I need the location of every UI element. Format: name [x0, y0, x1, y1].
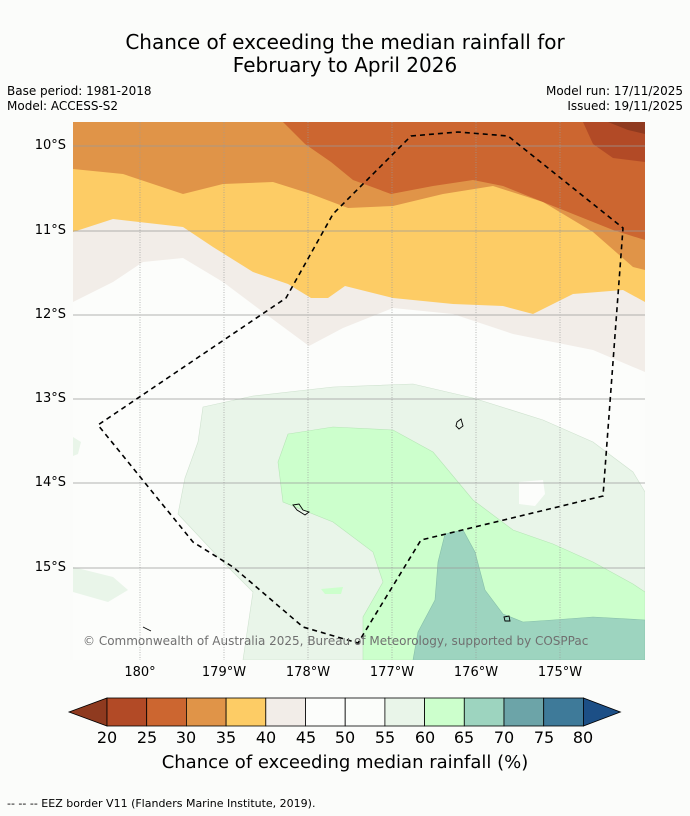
island: [455, 418, 464, 430]
lat-label: 14°S: [34, 475, 66, 490]
lon-label: 176°W: [453, 665, 499, 680]
colorbar-tick: 70: [493, 728, 515, 747]
meta-left: Base period: 1981-2018 Model: ACCESS-S2: [7, 84, 152, 114]
graticule: [73, 122, 645, 660]
lon-label: 177°W: [369, 665, 415, 680]
colorbar-tick: 65: [453, 728, 475, 747]
colorbar-swatch: [225, 697, 267, 727]
colorbar-swatch: [543, 697, 584, 727]
colorbar-swatch: [463, 697, 505, 727]
colorbar-tick: 60: [414, 728, 436, 747]
rainfall-map: © Commonwealth of Australia 2025, Bureau…: [73, 122, 645, 660]
title-line-2: February to April 2026: [232, 53, 458, 77]
band-55-60-patch: [73, 437, 81, 456]
copyright-text: © Commonwealth of Australia 2025, Bureau…: [83, 634, 588, 648]
colorbar-swatch: [265, 697, 306, 727]
colorbar-tick: 80: [572, 728, 594, 747]
band-45-50: [73, 337, 81, 362]
lat-label: 15°S: [34, 560, 66, 575]
colorbar-swatch: [305, 697, 346, 727]
colorbar-tick: 25: [136, 728, 158, 747]
colorbar-tick: 20: [96, 728, 118, 747]
lat-label: 11°S: [34, 223, 66, 238]
band-65-70: [412, 529, 645, 660]
colorbar-swatch: [503, 697, 545, 727]
colorbar-tick: 35: [215, 728, 237, 747]
island: [142, 626, 152, 632]
model-run: Model run: 17/11/2025: [545, 84, 683, 98]
lon-label: 175°W: [537, 665, 583, 680]
band-20-25: [583, 122, 645, 162]
colorbar-tick: 50: [334, 728, 356, 747]
issued-date: Issued: 19/11/2025: [567, 99, 683, 113]
lon-label: 179°W: [201, 665, 247, 680]
colorbar-extend-low: [67, 697, 108, 727]
colorbar-title: Chance of exceeding median rainfall (%): [161, 752, 529, 773]
map-title: Chance of exceeding the median rainfall …: [0, 31, 690, 77]
colorbar-swatch: [186, 697, 227, 727]
lon-label: 180°: [124, 665, 156, 680]
colorbar-tick: 40: [255, 728, 277, 747]
title-line-1: Chance of exceeding the median rainfall …: [125, 30, 565, 54]
meta-right: Model run: 17/11/2025 Issued: 19/11/2025: [546, 84, 683, 114]
island: [503, 615, 511, 622]
lat-label: 10°S: [34, 138, 66, 153]
eez-border: [96, 131, 624, 644]
colorbar-tick: 75: [533, 728, 555, 747]
colorbar-tick: 30: [175, 728, 197, 747]
band-25-30: [283, 122, 645, 240]
lon-label: 178°W: [285, 665, 331, 680]
colorbar-swatch: [146, 697, 187, 727]
colorbar-swatch: [424, 697, 465, 727]
lat-label: 13°S: [34, 391, 66, 406]
band-60-65-patch: [321, 587, 343, 594]
colorbar: [67, 697, 622, 727]
colorbar-swatch: [384, 697, 425, 727]
model-name: Model: ACCESS-S2: [7, 99, 119, 113]
band-55-60-patch: [73, 567, 128, 602]
colorbar-tick: 45: [295, 728, 317, 747]
colorbar-swatch: [106, 697, 148, 727]
colorbar-extend-high: [583, 697, 622, 727]
base-period: Base period: 1981-2018: [7, 84, 152, 98]
colorbar-swatch: [344, 697, 386, 727]
island: [292, 503, 310, 516]
band-below-20: [608, 122, 645, 134]
colorbar-tick: 55: [374, 728, 396, 747]
eez-footnote: -- -- -- EEZ border V11 (Flanders Marine…: [7, 797, 316, 810]
band-45-50-patch: [519, 480, 545, 506]
lat-label: 12°S: [34, 307, 66, 322]
